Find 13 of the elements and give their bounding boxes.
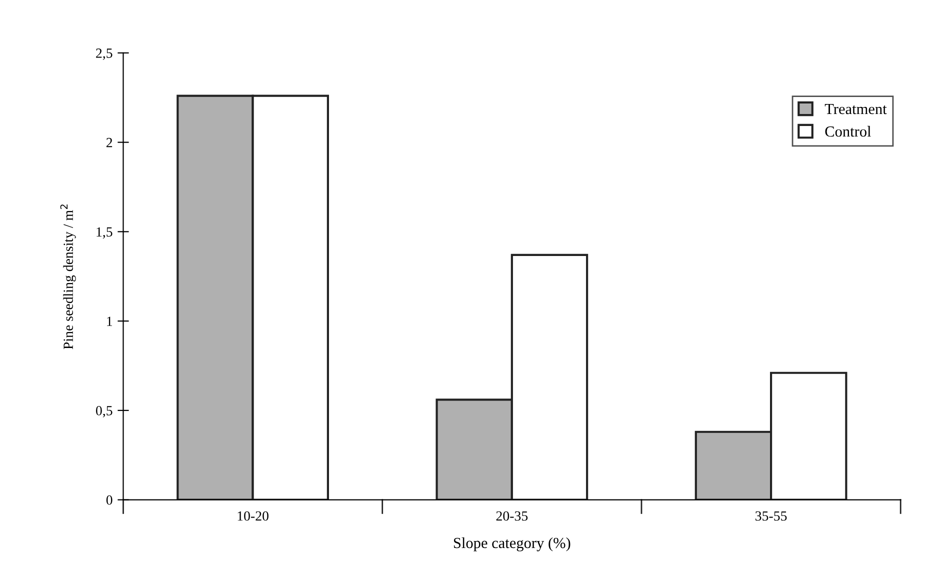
x-tick-label: 10-20 <box>238 511 268 521</box>
y-tick-label: 0,5 <box>96 406 112 418</box>
legend-label: Treatment <box>824 104 887 114</box>
y-tick-label: 1,5 <box>96 227 112 239</box>
x-tick-label: 35-55 <box>756 511 787 521</box>
y-tick-label: 2 <box>106 138 112 148</box>
y-tick-label: 1 <box>107 316 112 326</box>
y-axis-title: Pine seedling density / m$^{2}$ <box>60 204 76 350</box>
x-axis-title: Slope category (%) <box>454 537 570 552</box>
y-tick-label: 2,5 <box>96 48 112 60</box>
legend-label: Control <box>825 126 871 137</box>
y-tick-label: 0 <box>106 495 112 505</box>
x-tick-label: 20-35 <box>496 511 528 521</box>
